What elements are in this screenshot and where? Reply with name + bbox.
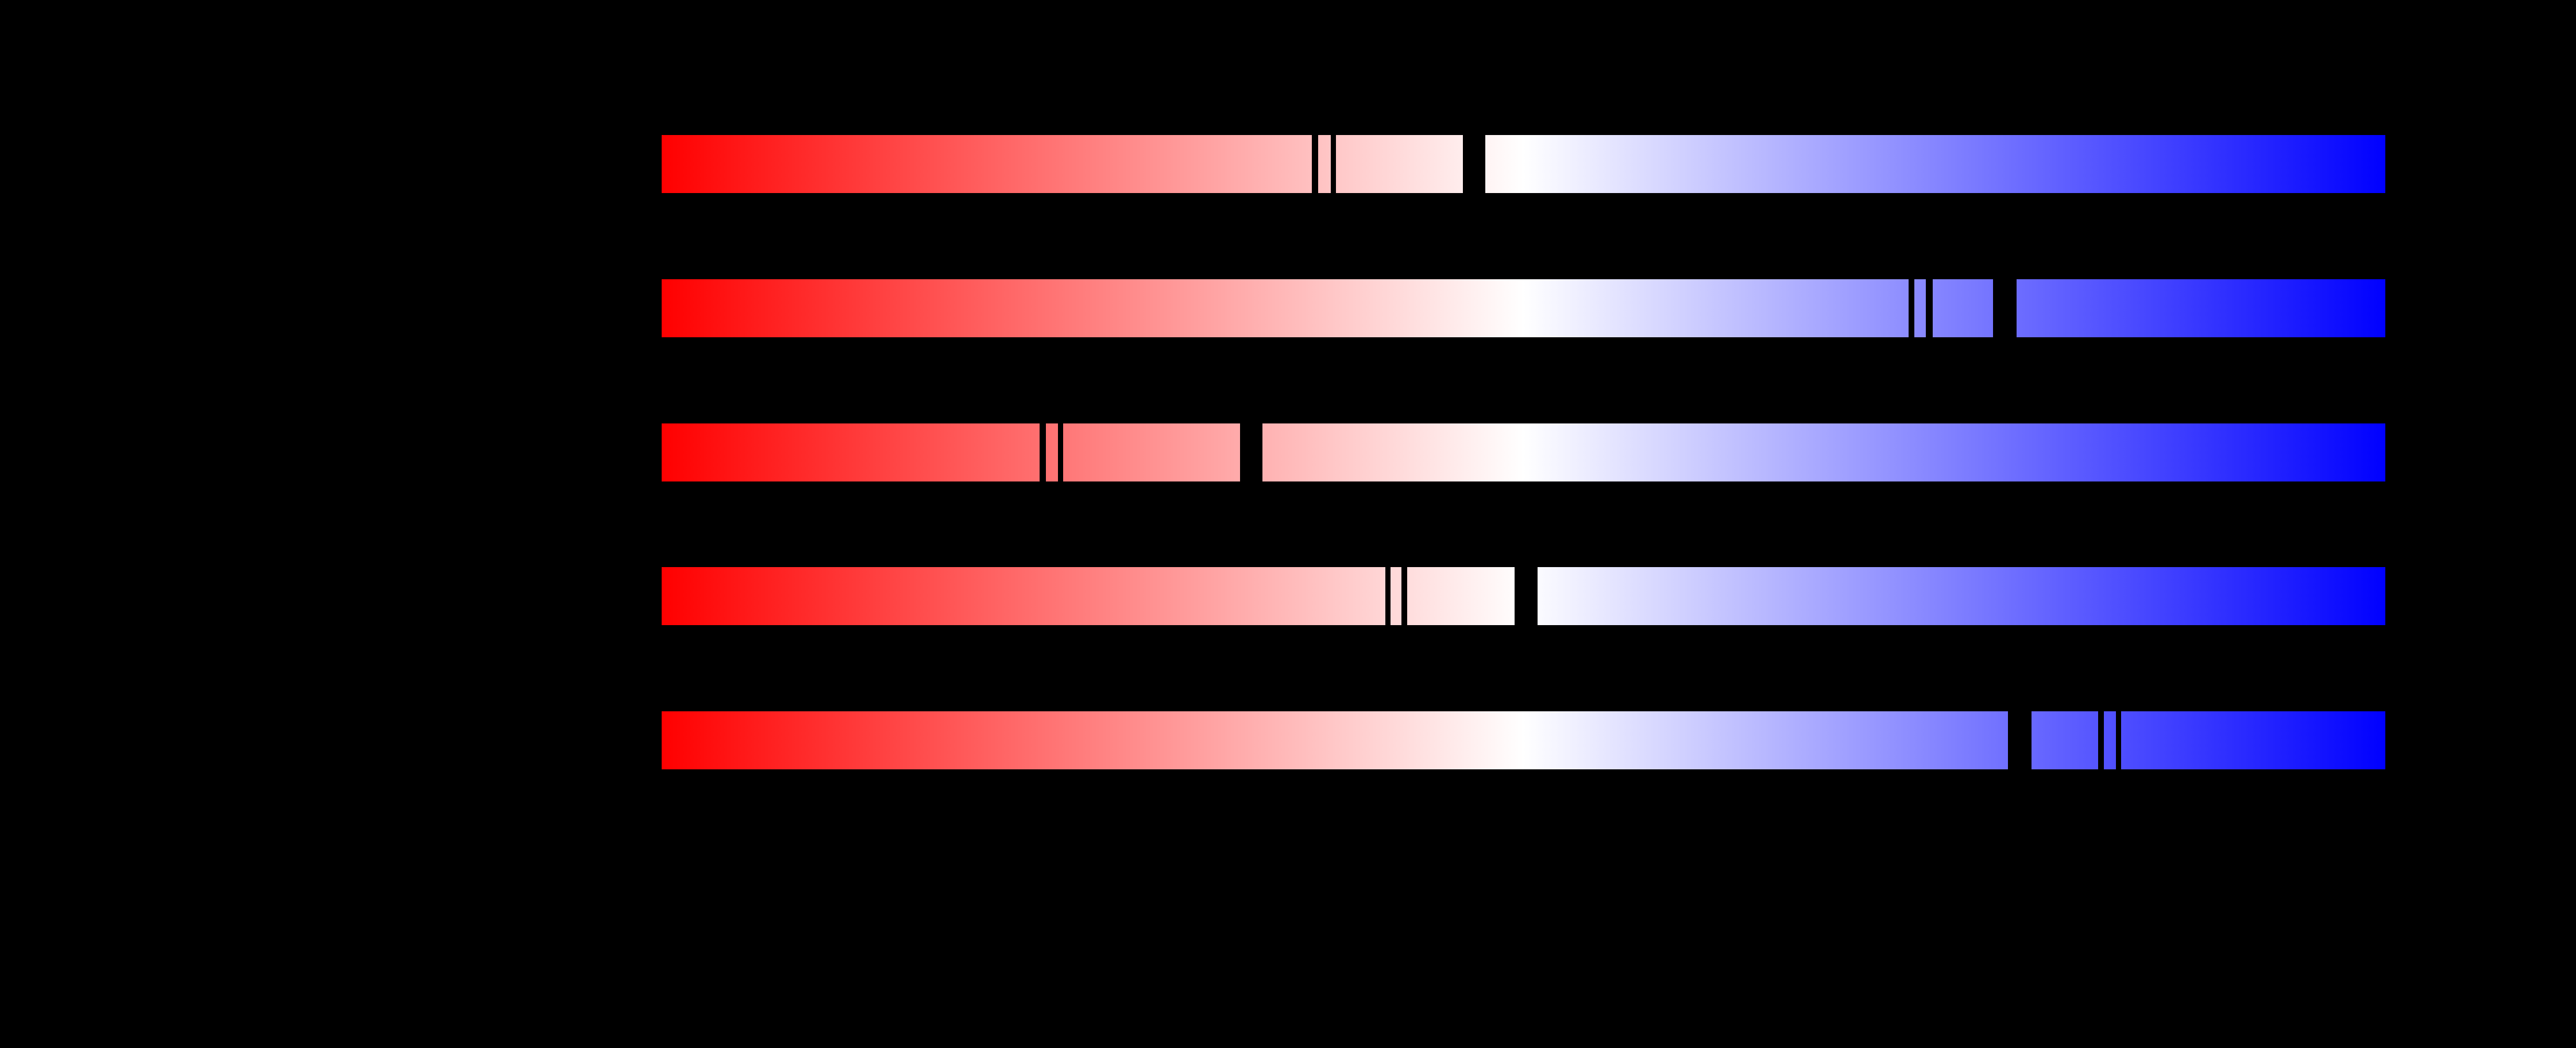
thin-tick-marker xyxy=(1058,423,1063,481)
gradient-bar-row xyxy=(662,279,2385,337)
thin-tick-marker xyxy=(1926,279,1933,337)
wide-gap-marker xyxy=(2008,711,2032,769)
wide-gap-marker xyxy=(1993,279,2017,337)
gradient-bar-row xyxy=(662,135,2385,193)
thin-tick-marker xyxy=(2098,711,2104,769)
thin-tick-marker xyxy=(1312,135,1318,193)
thin-tick-marker xyxy=(1331,135,1336,193)
thin-tick-marker xyxy=(1385,567,1391,625)
thin-tick-marker xyxy=(2116,711,2121,769)
gradient-bar-row xyxy=(662,423,2385,481)
thin-tick-marker xyxy=(1401,567,1407,625)
wide-gap-marker xyxy=(1463,135,1485,193)
gradient-bar-row xyxy=(662,711,2385,769)
thin-tick-marker xyxy=(1040,423,1046,481)
wide-gap-marker xyxy=(1515,567,1538,625)
wide-gap-marker xyxy=(1240,423,1262,481)
thin-tick-marker xyxy=(1909,279,1914,337)
gradient-bar-row xyxy=(662,567,2385,625)
